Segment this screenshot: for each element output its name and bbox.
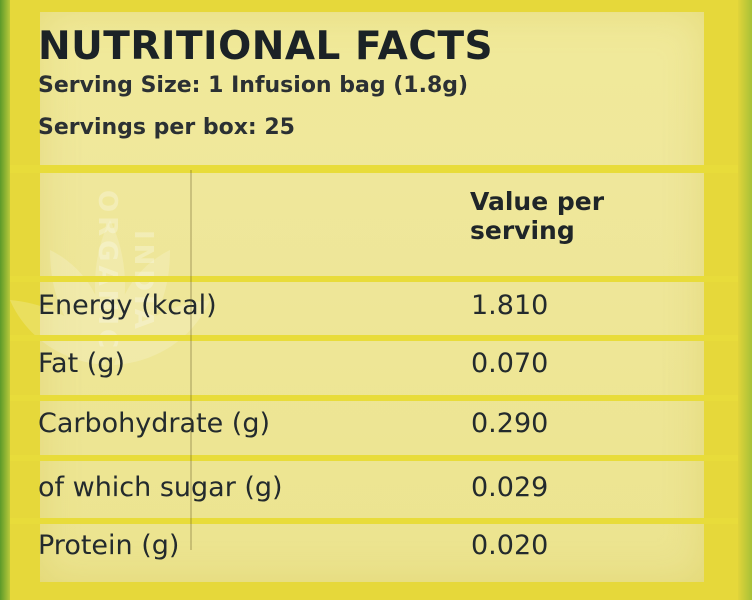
- nutrient-label-energy: Energy (kcal): [38, 290, 217, 321]
- package-edge-right: [738, 0, 752, 600]
- table-divider: [10, 335, 738, 341]
- table-divider: [10, 395, 738, 401]
- nutrient-label-carbohydrate: Carbohydrate (g): [38, 408, 271, 439]
- nutrient-value-fat: 0.070: [471, 348, 549, 379]
- column-header-line: serving: [470, 215, 575, 245]
- watermark-text: ORGANIC: [92, 190, 122, 353]
- nutrition-label-panel: [40, 12, 704, 582]
- serving-size: Serving Size: 1 Infusion bag (1.8g): [38, 73, 469, 98]
- package-fold-crease: [190, 170, 192, 550]
- nutrient-value-energy: 1.810: [471, 290, 549, 321]
- nutrient-value-sugar: 0.029: [471, 472, 549, 503]
- column-header-line: Value per: [470, 187, 605, 216]
- table-divider: [10, 276, 738, 282]
- table-divider: [10, 518, 738, 524]
- nutrient-label-protein: Protein (g): [38, 530, 180, 561]
- table-divider: [10, 165, 738, 173]
- column-header-value-per-serving: Value per serving: [470, 187, 670, 246]
- nutrient-label-fat: Fat (g): [38, 348, 125, 379]
- nutrient-label-sugar: of which sugar (g): [38, 472, 283, 503]
- panel-title: NUTRITIONAL FACTS: [38, 24, 494, 69]
- nutrient-value-protein: 0.020: [471, 530, 549, 561]
- servings-per-box: Servings per box: 25: [38, 115, 295, 140]
- nutrient-value-carbohydrate: 0.290: [471, 408, 549, 439]
- table-divider: [10, 455, 738, 461]
- package-edge-left: [0, 0, 10, 600]
